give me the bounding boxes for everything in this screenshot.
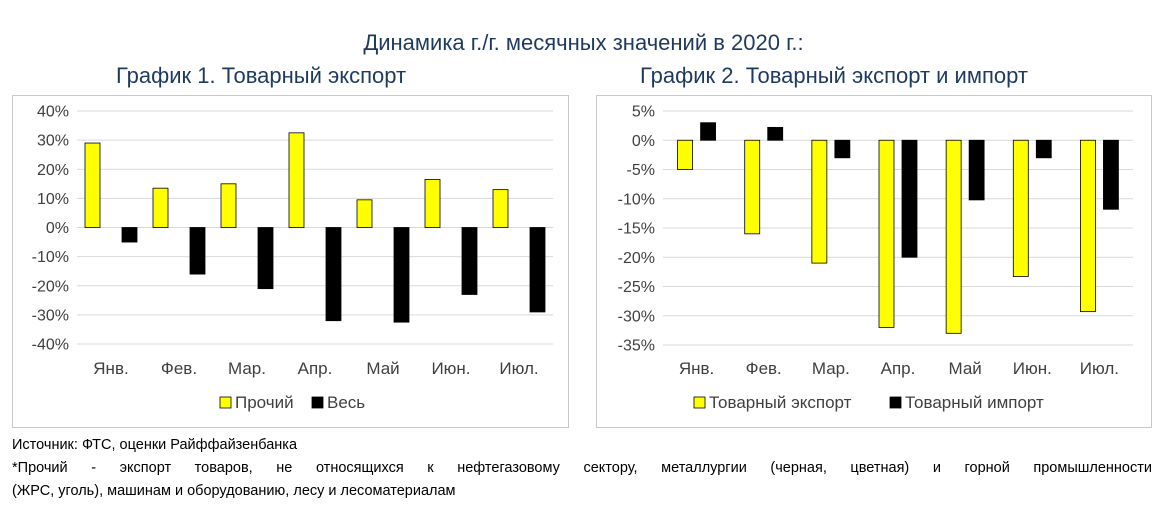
bar-series-2 (393, 227, 410, 323)
y-tick-label: 40% (37, 104, 69, 121)
x-tick-label: Фев. (161, 359, 197, 378)
bar-series-2 (1035, 139, 1052, 159)
bar-series-1 (356, 199, 373, 228)
notes: Источник: ФТС, оценки Райффайзенбанка *П… (12, 434, 1152, 503)
legend-label: Товарный импорт (905, 393, 1044, 412)
y-tick-label: -10% (618, 191, 655, 208)
x-tick-label: Янв. (93, 359, 128, 378)
bar-series-2 (461, 227, 478, 295)
bar-series-2 (767, 126, 784, 141)
chart-1-panel: 40% 30% 20% 10% 0% -10% -20% -30% -40% Янв. Фев. Ма… (12, 95, 569, 428)
bar-series-2 (325, 227, 342, 322)
source-note: Источник: ФТС, оценки Райффайзенбанка (12, 437, 298, 453)
bar-series-2 (834, 139, 851, 159)
y-tick-label: -30% (618, 308, 655, 325)
x-tick-label: Мар. (228, 359, 266, 378)
legend-swatch (219, 396, 232, 409)
x-tick-label: Апр. (298, 359, 333, 378)
bar-series-1 (945, 139, 962, 334)
bar-series-2 (189, 227, 206, 275)
legend-swatch (889, 396, 902, 409)
x-tick-label: Июн. (431, 359, 470, 378)
y-tick-label: 30% (37, 133, 69, 150)
legend-label: Товарный экспорт (709, 393, 852, 412)
bar-series-2 (257, 227, 274, 290)
y-tick-label: -5% (627, 162, 655, 179)
bar-series-1 (1080, 139, 1096, 313)
bar-series-1 (492, 189, 509, 228)
x-tick-label: Фев. (746, 359, 782, 378)
y-tick-label: 0% (632, 133, 655, 150)
footnote-line-2: (ЖРС, уголь), машинам и оборудованию, ле… (12, 483, 456, 499)
x-tick-label: Июл. (499, 359, 538, 378)
y-tick-label: -20% (32, 278, 69, 295)
bar-series-2 (700, 122, 716, 141)
y-tick-label: -15% (618, 221, 655, 238)
x-tick-label: Май (948, 359, 981, 378)
y-tick-label: -20% (618, 250, 655, 267)
bar-series-1 (811, 139, 828, 264)
y-tick-label: -35% (618, 338, 655, 355)
x-tick-label: Янв. (679, 359, 714, 378)
y-tick-label: 0% (46, 220, 69, 237)
bar-series-2 (901, 139, 918, 258)
x-tick-label: Мар. (812, 359, 850, 378)
bar-series-2 (529, 227, 546, 313)
bar-series-1 (84, 142, 101, 228)
legend-label: Прочий (235, 393, 294, 412)
y-tick-label: 10% (37, 191, 69, 208)
y-tick-label: 20% (37, 162, 69, 179)
legend-label: Весь (327, 393, 365, 412)
bar-series-1 (152, 187, 169, 228)
bar-series-1 (878, 139, 895, 328)
footnote-line-1: *Прочий - экспорт товаров, не относящихс… (12, 460, 1152, 476)
bar-series-1 (1012, 139, 1029, 277)
bar-series-1 (220, 183, 237, 228)
chart-1-svg: 40% 30% 20% 10% 0% -10% -20% -30% -40% Янв. Фев. Ма… (32, 104, 553, 412)
chart-2-svg: 5% 0% -5% -10% -15% -20% -25% -30% -35% Янв. Фев. М… (618, 104, 1133, 412)
y-tick-label: -25% (618, 279, 655, 296)
chart-1-title: График 1. Товарный экспорт (116, 63, 407, 88)
y-tick-label: 5% (632, 104, 655, 121)
bar-series-1 (424, 179, 441, 228)
main-title: Динамика г./г. месячных значений в 2020 … (363, 30, 804, 55)
legend-swatch (693, 396, 706, 409)
x-tick-label: Май (366, 359, 399, 378)
legend-swatch (311, 396, 324, 409)
y-tick-label: -10% (32, 249, 69, 266)
bar-series-2 (1103, 139, 1119, 210)
bar-series-1 (677, 139, 693, 170)
x-tick-label: Июн. (1013, 359, 1052, 378)
bar-series-1 (288, 132, 305, 228)
y-tick-label: -40% (32, 337, 69, 354)
bar-series-2 (121, 227, 138, 243)
x-tick-label: Июл. (1080, 359, 1119, 378)
bar-series-2 (968, 139, 985, 201)
x-tick-label: Апр. (881, 359, 916, 378)
y-tick-label: -30% (32, 307, 69, 324)
chart-2-title: График 2. Товарный экспорт и импорт (640, 63, 1028, 88)
bar-series-1 (744, 139, 761, 235)
chart-2-panel: 5% 0% -5% -10% -15% -20% -25% -30% -35% Янв. Фев. М… (596, 95, 1152, 428)
